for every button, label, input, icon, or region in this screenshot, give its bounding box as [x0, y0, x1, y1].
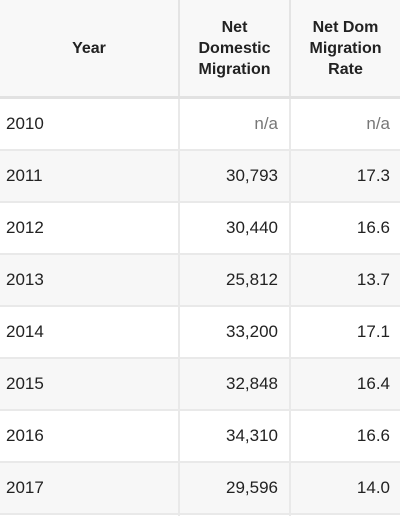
- year-cell: 2013: [0, 255, 180, 305]
- year-cell: 2014: [0, 307, 180, 357]
- migration-rate-cell: 16.6: [356, 426, 390, 445]
- header-net-dom-migration-rate[interactable]: Net Dom Migration Rate: [309, 18, 382, 78]
- year-cell: 2016: [0, 411, 180, 461]
- table-row: 2017 29,596 14.0: [0, 463, 400, 515]
- net-migration-cell: 30,440: [180, 203, 291, 253]
- net-migration-cell: 25,812: [180, 255, 291, 305]
- year-cell: 2011: [0, 151, 180, 201]
- migration-rate-cell: 13.7: [356, 270, 390, 289]
- migration-rate-cell: 16.6: [356, 218, 390, 237]
- table-header-row: Year Net Domestic Migration Net Dom Migr…: [0, 0, 400, 99]
- year-cell: 2017: [0, 463, 180, 513]
- migration-rate-cell: 16.4: [356, 374, 390, 393]
- net-migration-cell: 32,848: [180, 359, 291, 409]
- year-cell: 2010: [0, 99, 180, 149]
- migration-rate-cell: 14.0: [356, 478, 390, 497]
- net-migration-cell: 33,200: [180, 307, 291, 357]
- table-row: 2010 n/a n/a: [0, 99, 400, 151]
- migration-rate-cell: 17.1: [356, 322, 390, 341]
- year-cell: 2012: [0, 203, 180, 253]
- table-row: 2014 33,200 17.1: [0, 307, 400, 359]
- header-year[interactable]: Year: [0, 0, 180, 96]
- table-row: 2016 34,310 16.6: [0, 411, 400, 463]
- table-row: 2011 30,793 17.3: [0, 151, 400, 203]
- migration-rate-cell: 17.3: [356, 166, 390, 185]
- table-row: 2015 32,848 16.4: [0, 359, 400, 411]
- table-row: 2013 25,812 13.7: [0, 255, 400, 307]
- net-migration-cell: 29,596: [180, 463, 291, 513]
- table-row: 2012 30,440 16.6: [0, 203, 400, 255]
- migration-rate-cell: n/a: [366, 114, 390, 133]
- header-net-domestic-migration[interactable]: Net Domestic Migration: [180, 0, 291, 96]
- net-migration-cell: 34,310: [180, 411, 291, 461]
- net-migration-cell: 30,793: [180, 151, 291, 201]
- year-cell: 2015: [0, 359, 180, 409]
- net-migration-cell: n/a: [180, 99, 291, 149]
